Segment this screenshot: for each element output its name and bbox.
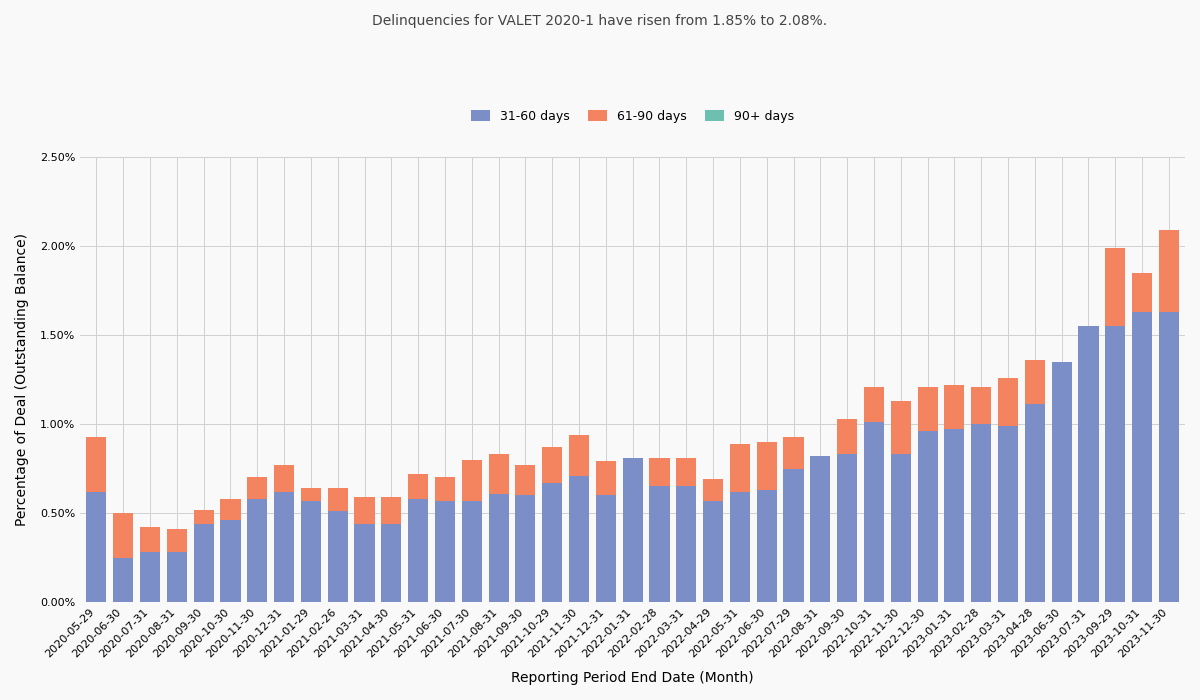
Bar bbox=[784, 437, 804, 468]
Bar bbox=[918, 431, 937, 602]
Bar bbox=[382, 524, 402, 602]
Bar bbox=[1025, 405, 1045, 602]
Bar bbox=[515, 465, 535, 496]
Bar bbox=[382, 497, 402, 524]
Bar bbox=[140, 552, 160, 602]
Bar bbox=[890, 454, 911, 602]
Bar bbox=[1051, 362, 1072, 602]
Bar bbox=[838, 454, 857, 602]
Bar bbox=[354, 497, 374, 524]
Bar bbox=[86, 491, 107, 602]
Bar bbox=[971, 424, 991, 602]
Bar bbox=[462, 460, 482, 500]
Bar bbox=[247, 477, 268, 499]
Bar bbox=[757, 490, 776, 602]
Bar bbox=[730, 444, 750, 491]
Bar bbox=[86, 437, 107, 491]
Bar bbox=[274, 465, 294, 491]
Bar bbox=[542, 483, 563, 602]
Bar bbox=[301, 500, 320, 602]
Bar bbox=[784, 468, 804, 602]
Bar bbox=[328, 511, 348, 602]
Bar bbox=[113, 558, 133, 602]
Bar bbox=[703, 500, 724, 602]
X-axis label: Reporting Period End Date (Month): Reporting Period End Date (Month) bbox=[511, 671, 754, 685]
Bar bbox=[488, 494, 509, 602]
Bar bbox=[918, 386, 937, 431]
Bar bbox=[864, 422, 884, 602]
Bar bbox=[596, 496, 616, 602]
Text: Delinquencies for VALET 2020-1 have risen from 1.85% to 2.08%.: Delinquencies for VALET 2020-1 have rise… bbox=[372, 14, 828, 28]
Bar bbox=[998, 426, 1018, 602]
Bar bbox=[221, 520, 240, 602]
Bar bbox=[274, 491, 294, 602]
Bar bbox=[944, 429, 965, 602]
Bar bbox=[515, 496, 535, 602]
Bar bbox=[677, 458, 696, 486]
Bar bbox=[569, 435, 589, 476]
Bar bbox=[730, 491, 750, 602]
Bar bbox=[838, 419, 857, 454]
Bar bbox=[434, 500, 455, 602]
Bar bbox=[971, 386, 991, 424]
Y-axis label: Percentage of Deal (Outstanding Balance): Percentage of Deal (Outstanding Balance) bbox=[14, 233, 29, 526]
Bar bbox=[488, 454, 509, 494]
Bar bbox=[301, 488, 320, 500]
Bar bbox=[864, 386, 884, 422]
Bar bbox=[434, 477, 455, 500]
Bar bbox=[221, 499, 240, 520]
Bar bbox=[1132, 312, 1152, 602]
Bar bbox=[167, 529, 187, 552]
Bar bbox=[354, 524, 374, 602]
Bar bbox=[1159, 230, 1178, 312]
Bar bbox=[542, 447, 563, 483]
Bar bbox=[140, 527, 160, 552]
Bar bbox=[890, 401, 911, 454]
Bar bbox=[193, 524, 214, 602]
Bar bbox=[328, 488, 348, 511]
Bar bbox=[247, 499, 268, 602]
Legend: 31-60 days, 61-90 days, 90+ days: 31-60 days, 61-90 days, 90+ days bbox=[466, 105, 799, 128]
Bar bbox=[569, 476, 589, 602]
Bar bbox=[1079, 326, 1098, 602]
Bar bbox=[167, 552, 187, 602]
Bar bbox=[1025, 360, 1045, 405]
Bar bbox=[703, 480, 724, 500]
Bar bbox=[462, 500, 482, 602]
Bar bbox=[757, 442, 776, 490]
Bar bbox=[623, 458, 643, 602]
Bar bbox=[1159, 312, 1178, 602]
Bar bbox=[408, 474, 428, 499]
Bar bbox=[810, 456, 830, 602]
Bar bbox=[193, 510, 214, 524]
Bar bbox=[596, 461, 616, 496]
Bar bbox=[998, 378, 1018, 426]
Bar bbox=[649, 486, 670, 602]
Bar bbox=[649, 458, 670, 486]
Bar bbox=[944, 385, 965, 429]
Bar bbox=[677, 486, 696, 602]
Bar bbox=[408, 499, 428, 602]
Bar bbox=[1105, 326, 1126, 602]
Bar bbox=[1132, 272, 1152, 312]
Bar bbox=[1105, 248, 1126, 326]
Bar bbox=[113, 513, 133, 558]
